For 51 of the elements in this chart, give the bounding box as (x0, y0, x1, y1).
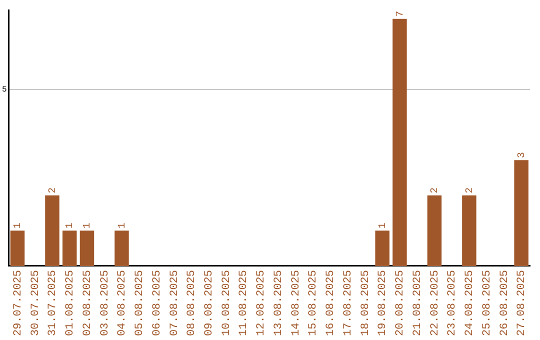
data-label: 1 (378, 222, 389, 229)
bar (45, 195, 60, 266)
data-label: 2 (430, 187, 442, 194)
bar (62, 230, 77, 266)
x-tick-label: 30.07.2025 (30, 270, 42, 336)
x-tick-label: 11.08.2025 (238, 270, 250, 336)
data-label: 2 (48, 187, 59, 194)
x-tick-label: 29.07.2025 (12, 270, 24, 336)
x-tick-label: 18.08.2025 (360, 270, 372, 336)
x-tick-label: 19.08.2025 (377, 270, 390, 336)
x-tick-label: 07.08.2025 (168, 270, 181, 336)
bar (375, 230, 390, 266)
x-tick-label: 26.08.2025 (498, 270, 511, 336)
x-tick-label: 20.08.2025 (394, 270, 407, 336)
bar (392, 18, 407, 266)
data-label: 7 (395, 10, 406, 17)
x-tick-label: 02.08.2025 (82, 270, 94, 336)
bar (462, 195, 476, 266)
data-label: 1 (65, 222, 76, 229)
bar (114, 230, 129, 266)
x-tick-label: 12.08.2025 (256, 270, 268, 336)
data-label: 1 (117, 222, 128, 229)
x-tick-label: 24.08.2025 (464, 270, 476, 336)
data-label: 1 (13, 222, 24, 229)
bar (80, 230, 94, 266)
data-label: 1 (82, 222, 94, 229)
x-tick-label: 08.08.2025 (186, 270, 198, 336)
x-tick-label: 31.07.2025 (47, 270, 60, 336)
x-tick-label: 01.08.2025 (64, 270, 77, 336)
bar (10, 230, 25, 266)
x-tick-label: 13.08.2025 (272, 270, 285, 336)
x-tick-label: 09.08.2025 (204, 270, 216, 336)
x-tick-label: 17.08.2025 (342, 270, 354, 336)
x-tick-label: 10.08.2025 (220, 270, 233, 336)
x-tick-label: 04.08.2025 (116, 270, 129, 336)
x-tick-label: 03.08.2025 (99, 270, 112, 336)
bar (514, 160, 528, 266)
x-tick-label: 23.08.2025 (446, 270, 459, 336)
x-tick-label: 27.08.2025 (516, 270, 528, 336)
data-label: 2 (464, 187, 476, 194)
x-tick-label: 16.08.2025 (325, 270, 338, 336)
y-tick-label: 5 (2, 86, 7, 95)
x-tick-label: 21.08.2025 (412, 270, 424, 336)
x-tick-label: 05.08.2025 (134, 270, 146, 336)
x-tick-label: 14.08.2025 (290, 270, 302, 336)
x-tick-label: 22.08.2025 (429, 270, 442, 336)
x-tick-label: 25.08.2025 (481, 270, 494, 336)
bar (427, 195, 442, 266)
data-label: 3 (516, 152, 528, 158)
x-tick-label: 15.08.2025 (308, 270, 320, 336)
x-tick-label: 06.08.2025 (151, 270, 164, 336)
